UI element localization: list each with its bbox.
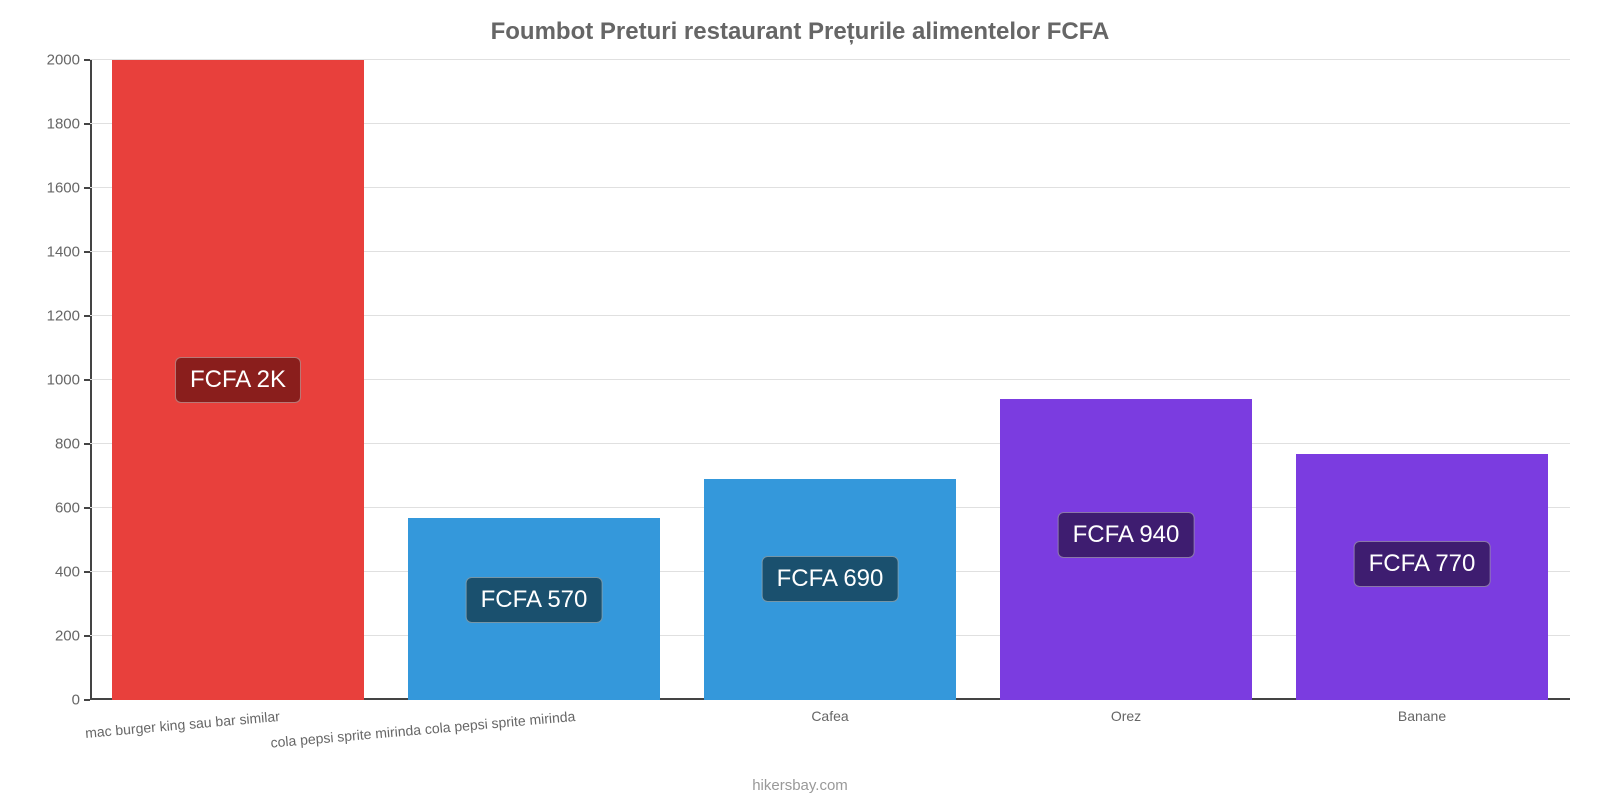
x-tick-label: Cafea [811, 700, 848, 724]
bar-value-badge-wrap: FCFA 690 [762, 556, 899, 602]
x-tick-label: Orez [1111, 700, 1141, 724]
y-tick-label: 200 [55, 628, 90, 645]
y-tick-label: 1200 [47, 308, 90, 325]
y-tick-label: 400 [55, 564, 90, 581]
bar-value-badge: FCFA 770 [1354, 541, 1491, 587]
x-tick-label: mac burger king sau bar similar [83, 700, 280, 741]
bar-value-badge: FCFA 940 [1058, 512, 1195, 558]
y-tick-label: 1000 [47, 372, 90, 389]
bar-value-badge: FCFA 2K [175, 357, 301, 403]
y-tick-label: 1600 [47, 180, 90, 197]
bar-value-badge-wrap: FCFA 2K [175, 357, 301, 403]
y-axis-line [90, 60, 92, 700]
bar-value-badge: FCFA 570 [466, 577, 603, 623]
y-tick-label: 800 [55, 436, 90, 453]
chart-plot-area: 0200400600800100012001400160018002000FCF… [90, 60, 1570, 700]
chart-title: Foumbot Preturi restaurant Prețurile ali… [0, 0, 1600, 46]
y-tick-label: 0 [72, 692, 90, 709]
y-tick-label: 1800 [47, 116, 90, 133]
bar-value-badge: FCFA 690 [762, 556, 899, 602]
x-tick-label: cola pepsi sprite mirinda cola pepsi spr… [269, 700, 576, 751]
bar-value-badge-wrap: FCFA 570 [466, 577, 603, 623]
y-tick-label: 2000 [47, 52, 90, 69]
bar-value-badge-wrap: FCFA 940 [1058, 512, 1195, 558]
y-tick-label: 1400 [47, 244, 90, 261]
x-tick-label: Banane [1398, 700, 1446, 724]
y-tick-label: 600 [55, 500, 90, 517]
bar-value-badge-wrap: FCFA 770 [1354, 541, 1491, 587]
footer-attribution: hikersbay.com [0, 777, 1600, 794]
